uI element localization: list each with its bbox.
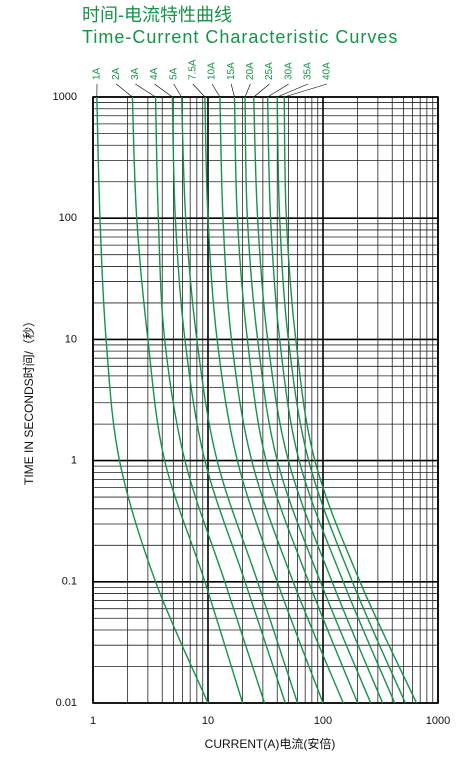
y-tick-label: 1000 (53, 91, 77, 103)
series-label: 5A (168, 67, 179, 80)
y-axis-label: TIME IN SECONDS时间/（秒） (22, 315, 36, 485)
series-label: 2A (111, 67, 122, 80)
series-label: 4A (149, 67, 160, 80)
x-tick-label: 10 (202, 715, 214, 727)
series-label: 7.5A (187, 59, 198, 80)
series-label: 1A (92, 67, 103, 80)
leader-line (155, 84, 173, 97)
y-tick-label: 100 (59, 212, 77, 224)
x-tick-label: 1000 (426, 715, 450, 727)
chart-title: 时间-电流特性曲线 (82, 5, 232, 25)
chart-subtitle: Time-Current Characteristic Curves (82, 27, 398, 47)
curve (172, 97, 285, 703)
curve (277, 97, 405, 703)
y-tick-label: 10 (65, 333, 77, 345)
series-label: 10A (207, 62, 218, 80)
x-tick-label: 100 (314, 715, 332, 727)
curve (284, 97, 416, 703)
y-tick-label: 1 (71, 455, 77, 467)
series-label: 3A (130, 67, 141, 80)
leader-line (254, 84, 270, 97)
x-axis-label: CURRENT(A)电流(安倍) (205, 736, 336, 751)
series-label: 30A (283, 62, 294, 80)
curve (97, 97, 208, 703)
series-label: 35A (302, 62, 313, 80)
leader-line (174, 84, 182, 97)
curve (245, 97, 371, 703)
leader-line (212, 84, 220, 97)
series-label: 20A (245, 62, 256, 80)
curve (268, 97, 395, 703)
leader-line (268, 84, 289, 97)
series-label: 40A (322, 62, 333, 80)
leader-line (135, 84, 155, 97)
leader-line (245, 84, 250, 97)
leader-line (277, 84, 308, 97)
series-label: 15A (226, 62, 237, 80)
leader-line (193, 84, 205, 97)
leader-line (116, 84, 132, 97)
y-tick-label: 0.1 (62, 576, 77, 588)
leader-line (231, 84, 234, 97)
y-tick-label: 0.01 (56, 697, 77, 709)
leader-line (284, 84, 327, 97)
x-tick-label: 1 (90, 715, 96, 727)
series-label: 25A (264, 62, 275, 80)
curve (220, 97, 343, 703)
curve (254, 97, 383, 703)
curve (156, 97, 265, 703)
